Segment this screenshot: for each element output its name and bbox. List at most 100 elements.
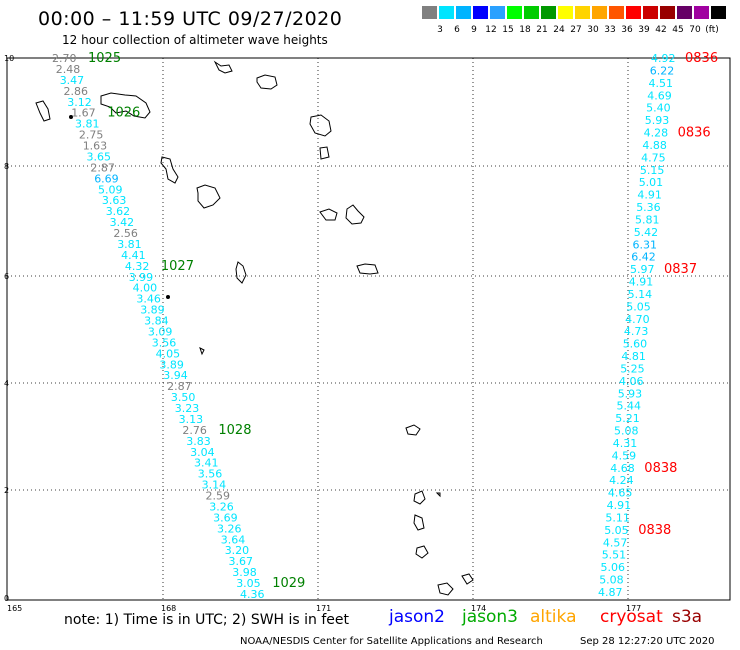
altimeter-tracks: 2.702.483.472.863.121.673.812.751.633.65… [52,51,718,601]
legend-item-jason2: jason2 [389,607,445,627]
y-tick-label: 0 [4,594,9,603]
island [356,263,379,275]
scale-label: 15 [502,25,514,35]
swh-value: 2.56 [113,227,137,240]
swh-value: 3.47 [60,74,84,87]
swh-value: 3.23 [175,402,200,415]
swh-value: 1.67 [71,107,96,120]
scale-label: 3 [437,25,443,35]
island [235,261,247,284]
swh-value: 4.24 [609,474,634,487]
swh-value: 4.00 [133,282,158,295]
y-tick-label: 6 [4,272,9,281]
swh-value: 3.20 [225,544,250,557]
timestamp-text: Sep 28 12:27:20 UTC 2020 [580,636,715,647]
scale-swatch [609,6,624,19]
swh-value: 4.05 [156,347,181,360]
swh-value: 5.08 [614,425,639,438]
swh-value: 5.42 [634,226,659,239]
swh-value: 5.81 [635,213,660,226]
island [437,582,454,596]
legend-item-altika: altika [530,607,577,627]
swh-value: 5.25 [620,363,645,376]
swh-value: 2.70 [52,52,77,65]
swh-value: 5.36 [636,201,661,214]
swh-value: 5.40 [646,102,671,115]
swh-value: 3.99 [129,271,154,284]
scale-swatch [694,6,709,19]
pass-time-label: 0838 [644,461,677,476]
scale-label: 33 [604,25,616,35]
scale-swatch [711,6,726,19]
x-tick-label: 171 [316,604,331,613]
scale-label: 42 [655,25,667,35]
scale-swatch [507,6,522,19]
pass-time-label: 1029 [272,576,305,591]
island [309,114,332,137]
swh-value: 4.28 [644,127,669,140]
swh-value: 3.64 [221,533,246,546]
scale-label: 12 [485,25,497,35]
swh-value: 2.59 [206,490,231,503]
swh-value: 6.22 [650,64,675,77]
swh-value: 4.68 [610,462,635,475]
scale-swatch [456,6,471,19]
swh-value: 5.93 [645,114,670,127]
swh-value: 3.56 [152,336,177,349]
island [415,545,429,559]
swh-value: 2.87 [167,380,192,393]
swh-value: 3.81 [117,238,142,251]
scale-label: 18 [519,25,531,35]
swh-value: 5.09 [98,183,123,196]
scale-swatch [575,6,590,19]
swh-value: 5.14 [628,288,653,301]
swh-value: 2.75 [79,129,104,142]
swh-value: 4.92 [651,52,676,65]
swh-value: 4.75 [641,151,666,164]
swh-value: 3.46 [136,293,161,306]
swh-value: 6.69 [94,172,119,185]
scale-swatch [643,6,658,19]
swh-value: 2.86 [64,85,89,98]
swh-value: 3.69 [213,511,238,524]
swh-value: 4.87 [598,586,623,599]
swh-value: 4.81 [621,350,646,363]
swh-value: 3.26 [209,501,234,514]
swh-value: 3.05 [236,577,261,590]
scale-label: 39 [638,25,650,35]
swh-value: 4.91 [607,499,632,512]
swh-value: 3.98 [232,566,256,579]
swh-value: 4.57 [603,536,628,549]
swh-value: 3.14 [202,479,227,492]
swh-value: 3.50 [171,391,196,404]
pass-time-label: 0837 [664,262,697,277]
island [35,100,51,122]
pass-time-label: 0838 [638,523,671,538]
swh-value: 4.06 [619,375,644,388]
scale-label: 24 [553,25,565,35]
scale-label: 27 [570,25,582,35]
swh-value: 4.69 [647,89,672,102]
swh-value: 5.44 [617,400,642,413]
map-title: 00:00 – 11:59 UTC 09/27/2020 [38,8,343,30]
swh-value: 3.04 [190,446,215,459]
pass-time-label: 1028 [218,423,251,438]
scale-swatch [660,6,675,19]
swh-value: 4.70 [625,313,650,326]
swh-value: 2.87 [90,161,115,174]
scale-label: 9 [471,25,477,35]
scale-swatch [490,6,505,19]
scale-label: 70 [689,25,701,35]
swh-value: 4.32 [125,260,149,273]
swh-value: 5.15 [640,164,665,177]
scale-swatch [677,6,692,19]
swh-value: 4.91 [629,276,654,289]
swh-value: 3.63 [102,194,127,207]
swh-value: 5.60 [623,338,648,351]
island [405,424,421,436]
scale-swatch [541,6,556,19]
swh-value: 3.65 [87,150,112,163]
swh-value: 5.11 [605,512,630,525]
scale-swatch [473,6,488,19]
x-tick-label: 168 [161,604,176,613]
